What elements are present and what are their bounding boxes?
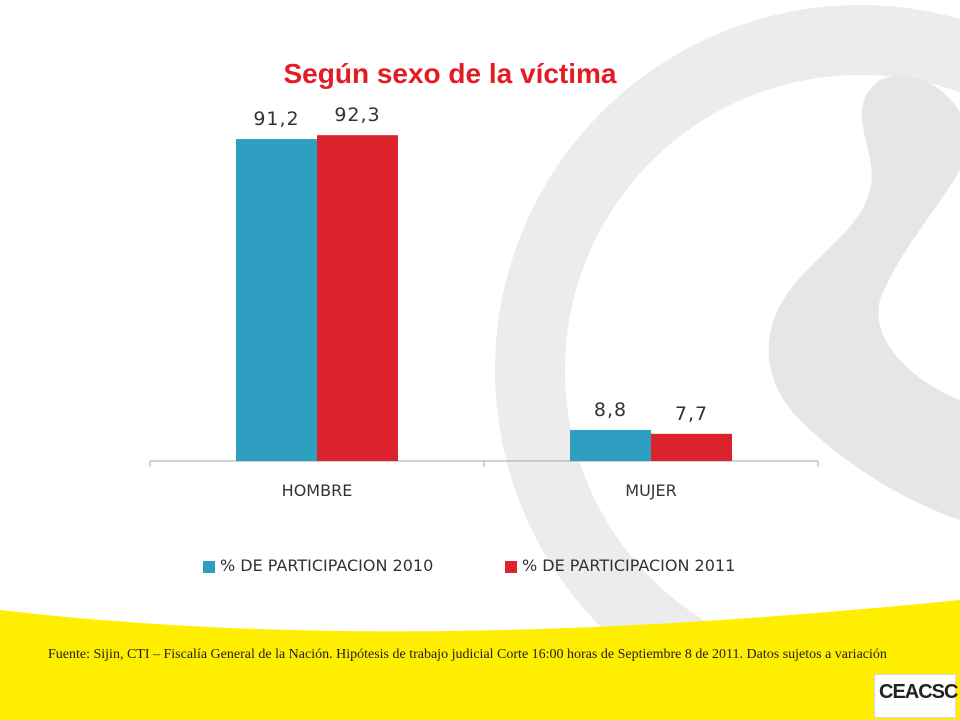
data-label: 92,3 xyxy=(334,104,380,126)
logo-text: CEACSC xyxy=(879,681,958,703)
chart-legend: % DE PARTICIPACION 2010 % DE PARTICIPACI… xyxy=(200,556,800,578)
bar-hombre-2010 xyxy=(236,139,317,461)
ceacsc-logo: CEACSC xyxy=(874,674,958,718)
legend-swatch-2010 xyxy=(203,561,215,573)
legend-label-2010: % DE PARTICIPACION 2010 xyxy=(220,556,434,575)
yellow-footer-band xyxy=(0,600,960,720)
chart-title: Según sexo de la víctima xyxy=(283,58,617,89)
bar-mujer-2011 xyxy=(651,433,732,461)
x-tick-label: HOMBRE xyxy=(282,481,353,500)
x-tick-label: MUJER xyxy=(625,481,676,500)
bar-mujer-2010 xyxy=(570,429,651,461)
data-label: 7,7 xyxy=(675,403,708,425)
legend-item-2010: % DE PARTICIPACION 2010 xyxy=(203,556,433,575)
legend-swatch-2011 xyxy=(505,561,517,573)
legend-label-2011: % DE PARTICIPACION 2011 xyxy=(522,556,736,575)
bar-hombre-2011 xyxy=(317,135,398,461)
data-label: 91,2 xyxy=(253,108,299,130)
background-swirl xyxy=(768,76,960,520)
data-label: 8,8 xyxy=(594,399,627,421)
source-footnote: Fuente: Sijin, CTI – Fiscalía General de… xyxy=(48,647,887,662)
legend-item-2011: % DE PARTICIPACION 2011 xyxy=(505,556,735,575)
